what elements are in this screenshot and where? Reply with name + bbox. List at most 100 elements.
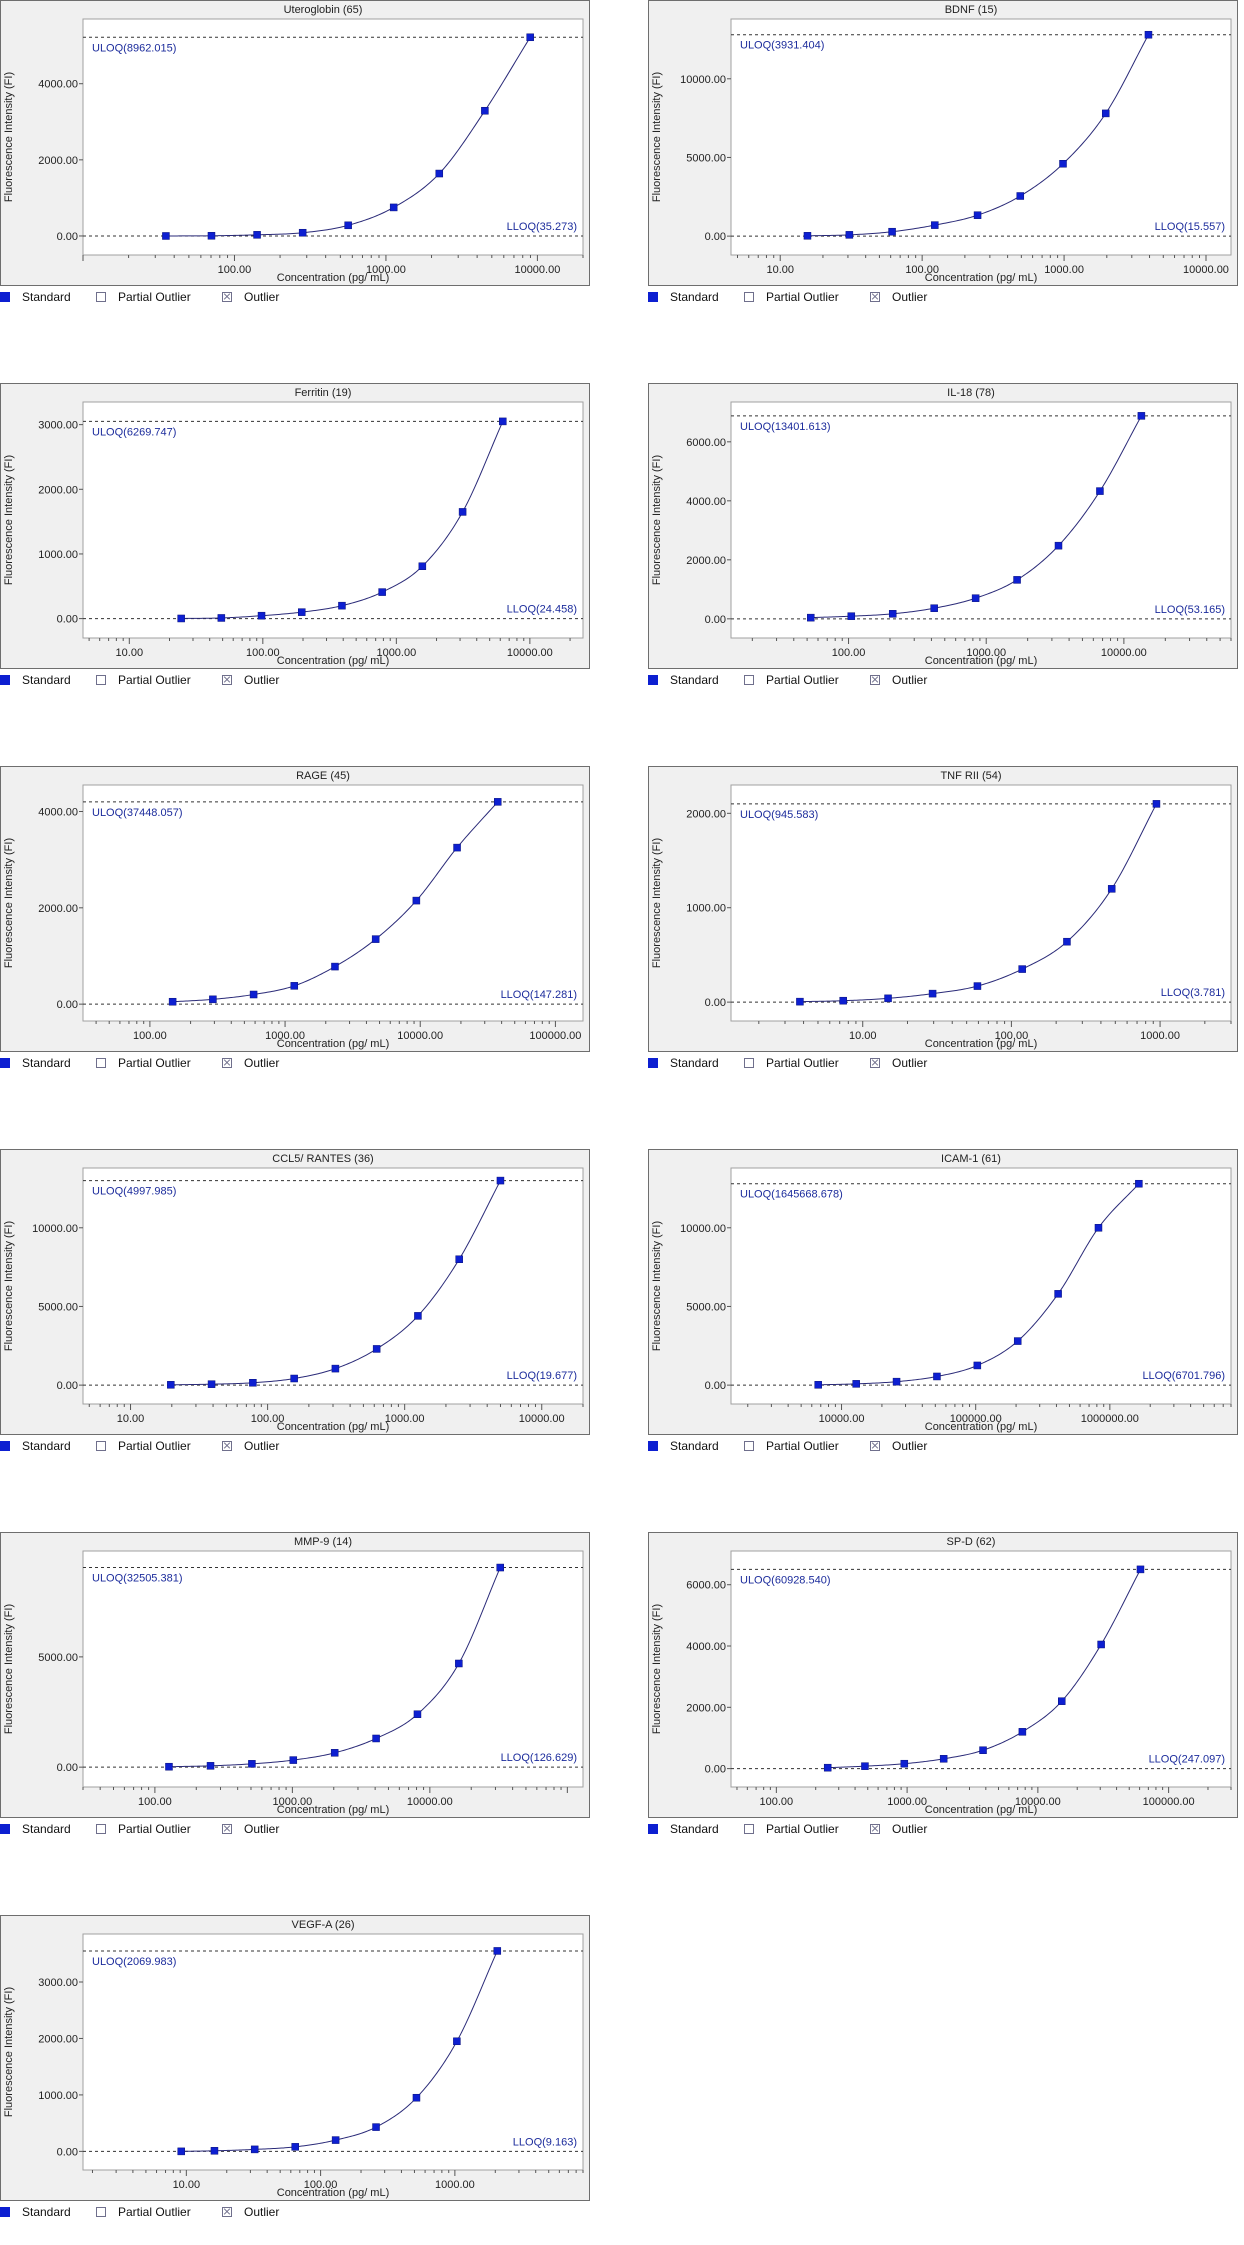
standard-point <box>823 1763 832 1772</box>
standard-point <box>1096 487 1104 495</box>
legend-label: Partial Outlier <box>766 1056 839 1070</box>
legend-label: Standard <box>22 2205 71 2219</box>
lloq-label: LLOQ(3.781) <box>1161 987 1225 999</box>
standard-point <box>973 211 982 219</box>
standard-point <box>290 982 299 990</box>
standard-point <box>1137 412 1146 420</box>
standard-marker-icon <box>648 1824 658 1834</box>
standard-point <box>331 1364 340 1373</box>
legend-label: Partial Outlier <box>766 673 839 687</box>
standard-curve-chart: RAGE (45) Fluorescence Intensity (FI) Conc… <box>3 770 584 1050</box>
lloq-label: LLOQ(9.163) <box>513 2136 577 2148</box>
y-tick-label: 10000.00 <box>680 74 726 86</box>
standard-point <box>331 2136 340 2144</box>
standard-point <box>979 1746 987 1754</box>
outlier-marker-icon <box>222 1441 232 1451</box>
standard-point <box>1013 576 1021 584</box>
legend-standard: Standard <box>0 672 71 690</box>
x-tick-label: 100.00 <box>304 2179 338 2191</box>
plot-area <box>730 784 1232 1022</box>
plot-area <box>730 18 1232 256</box>
lloq-label: LLOQ(53.165) <box>1155 604 1225 616</box>
standard-point <box>526 33 534 42</box>
y-axis-label: Fluorescence Intensity (FI) <box>651 1221 663 1351</box>
y-tick-label: 2000.00 <box>686 808 726 820</box>
legend-label: Standard <box>670 290 719 304</box>
legend: Standard Partial Outlier Outlier <box>0 672 592 690</box>
chart-frame: ICAM-1 (61) Fluorescence Intensity (FI) Co… <box>648 1149 1238 1435</box>
chart-frame: Uteroglobin (65) Fluorescence Intensity (… <box>0 0 590 286</box>
standard-point <box>1059 160 1067 168</box>
y-tick-label: 2000.00 <box>38 155 78 167</box>
uloq-label: ULOQ(8962.015) <box>92 42 176 54</box>
x-tick-label: 100.00 <box>133 1030 167 1042</box>
x-tick-label: 10000.00 <box>397 1030 443 1042</box>
lloq-label: LLOQ(147.281) <box>501 989 577 1001</box>
standard-point <box>839 996 847 1005</box>
standard-point <box>892 1377 901 1386</box>
legend-partial-outlier: Partial Outlier <box>96 2204 191 2222</box>
standard-point <box>939 1755 948 1763</box>
y-axis-label: Fluorescence Intensity (FI) <box>3 1604 15 1734</box>
outlier-marker-icon <box>870 1824 880 1834</box>
x-tick-label: 100.00 <box>246 647 280 659</box>
plot-area <box>730 401 1232 639</box>
legend-partial-outlier: Partial Outlier <box>744 289 839 307</box>
y-tick-label: 6000.00 <box>686 1580 726 1592</box>
lloq-label: LLOQ(24.458) <box>507 604 577 616</box>
y-tick-label: 4000.00 <box>38 806 78 818</box>
standard-marker-icon <box>648 675 658 685</box>
x-tick-label: 10000.00 <box>1183 264 1229 276</box>
partial-outlier-marker-icon <box>744 292 754 302</box>
chart-title: RAGE (45) <box>296 770 350 782</box>
standard-curve-chart: CCL5/ RANTES (36) Fluorescence Intensity … <box>3 1153 584 1433</box>
chart-block: VEGF-A (26) Fluorescence Intensity (FI) Co… <box>0 1915 592 2225</box>
y-tick-label: 5000.00 <box>38 1301 78 1313</box>
legend-partial-outlier: Partial Outlier <box>744 1438 839 1456</box>
legend-label: Standard <box>22 673 71 687</box>
standard-point <box>1144 30 1153 39</box>
standard-point <box>973 1361 982 1370</box>
legend: Standard Partial Outlier Outlier <box>648 1821 1240 1839</box>
standard-point <box>1152 800 1161 808</box>
standard-point <box>290 1374 298 1383</box>
legend-standard: Standard <box>0 1055 71 1073</box>
uloq-label: ULOQ(32505.381) <box>92 1573 183 1585</box>
legend-outlier: Outlier <box>870 289 927 307</box>
standard-point <box>298 228 307 237</box>
standard-curve-chart: TNF RII (54) Fluorescence Intensity (FI) C… <box>651 770 1232 1050</box>
legend: Standard Partial Outlier Outlier <box>648 1055 1240 1073</box>
standard-point <box>1135 1179 1143 1188</box>
y-tick-label: 4000.00 <box>38 79 78 91</box>
standard-curve-chart: Ferritin (19) Fluorescence Intensity (FI)… <box>3 387 584 667</box>
standard-point <box>162 232 170 240</box>
y-axis-label: Fluorescence Intensity (FI) <box>651 838 663 968</box>
standard-marker-icon <box>0 1441 10 1451</box>
x-axis-label: Concentration (pg/ mL) <box>277 1421 390 1433</box>
standard-point <box>971 594 980 602</box>
standard-point <box>481 106 489 115</box>
y-tick-label: 1000.00 <box>38 2090 78 2102</box>
legend: Standard Partial Outlier Outlier <box>0 1438 592 1456</box>
standard-point <box>217 614 226 622</box>
outlier-marker-icon <box>222 292 232 302</box>
standard-point <box>796 997 804 1006</box>
y-tick-label: 4000.00 <box>686 496 726 508</box>
standard-point <box>814 1381 822 1389</box>
partial-outlier-marker-icon <box>96 1824 106 1834</box>
lloq-label: LLOQ(19.677) <box>507 1370 577 1382</box>
chart-block: Uteroglobin (65) Fluorescence Intensity (… <box>0 0 592 310</box>
x-tick-label: 10000.00 <box>819 1413 865 1425</box>
legend-outlier: Outlier <box>870 1055 927 1073</box>
legend-label: Standard <box>670 1056 719 1070</box>
y-tick-label: 6000.00 <box>686 437 726 449</box>
x-tick-label: 10000.00 <box>514 264 560 276</box>
standard-point <box>852 1380 860 1388</box>
x-tick-label: 10.00 <box>173 2179 201 2191</box>
legend-standard: Standard <box>648 1055 719 1073</box>
standard-point <box>455 1659 463 1668</box>
chart-block: IL-18 (78) Fluorescence Intensity (FI) Con… <box>648 383 1240 693</box>
y-axis-label: Fluorescence Intensity (FI) <box>3 1987 15 2117</box>
standard-point <box>1054 541 1063 550</box>
legend-label: Outlier <box>892 1822 928 1836</box>
